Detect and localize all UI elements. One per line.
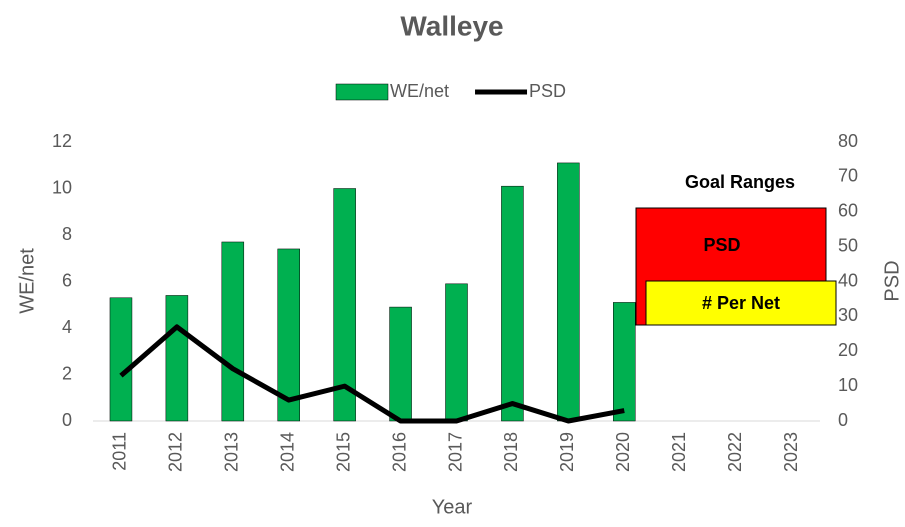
x-tick-label: 2021: [669, 432, 689, 472]
net-goal-box: [645, 280, 837, 326]
bar: [501, 185, 524, 422]
y2-tick-label: 80: [838, 131, 858, 151]
y2-tick-label: 50: [838, 235, 858, 255]
psd-goal-label: PSD: [703, 235, 740, 255]
y2-axis-label: PSD: [881, 260, 903, 301]
y-axis-label: WE/net: [16, 248, 38, 314]
net-goal-label: # Per Net: [702, 293, 780, 313]
line: [119, 324, 625, 424]
x-tick-label: 2019: [557, 432, 577, 472]
legend-swatch: [335, 83, 389, 101]
y-tick-label: 8: [62, 224, 72, 244]
bar: [221, 241, 245, 422]
bar: [389, 306, 412, 422]
x-tick-label: 2012: [166, 432, 186, 472]
y-tick-label: 12: [52, 131, 72, 151]
x-tick-label: 2020: [613, 432, 633, 472]
y2-tick-label: 30: [838, 305, 858, 325]
x-tick-label: 2011: [110, 432, 130, 471]
bar: [445, 283, 468, 422]
y-tick-label: 2: [62, 363, 72, 383]
y-tick-label: 6: [62, 270, 72, 290]
y2-tick-label: 40: [838, 270, 858, 290]
x-tick-label: 2016: [389, 432, 409, 472]
x-tick-label: 2013: [222, 432, 242, 472]
y2-tick-label: 20: [838, 340, 858, 360]
chart-title: Walleye: [400, 10, 503, 41]
bar: [165, 295, 189, 422]
bar: [277, 248, 300, 422]
bar: [557, 162, 580, 422]
y-tick-label: 4: [62, 317, 72, 337]
goal-heading: Goal Ranges: [685, 172, 795, 192]
x-tick-label: 2018: [501, 432, 521, 472]
bar: [109, 297, 133, 422]
y-tick-label: 10: [52, 177, 72, 197]
y2-tick-label: 60: [838, 201, 858, 221]
bar: [333, 188, 356, 422]
bar: [613, 302, 636, 422]
x-tick-label: 2022: [725, 432, 745, 472]
x-tick-label: 2023: [781, 432, 801, 472]
x-tick-label: 2015: [333, 432, 353, 472]
x-tick-label: 2014: [277, 432, 297, 472]
y2-tick-label: 0: [838, 410, 848, 430]
legend-label: WE/net: [390, 81, 449, 101]
y2-tick-label: 70: [838, 166, 858, 186]
y-tick-label: 0: [62, 410, 72, 430]
legend-label: PSD: [529, 81, 566, 101]
x-tick-label: 2017: [445, 432, 465, 472]
x-axis-label: Year: [432, 496, 473, 518]
y2-tick-label: 10: [838, 375, 858, 395]
